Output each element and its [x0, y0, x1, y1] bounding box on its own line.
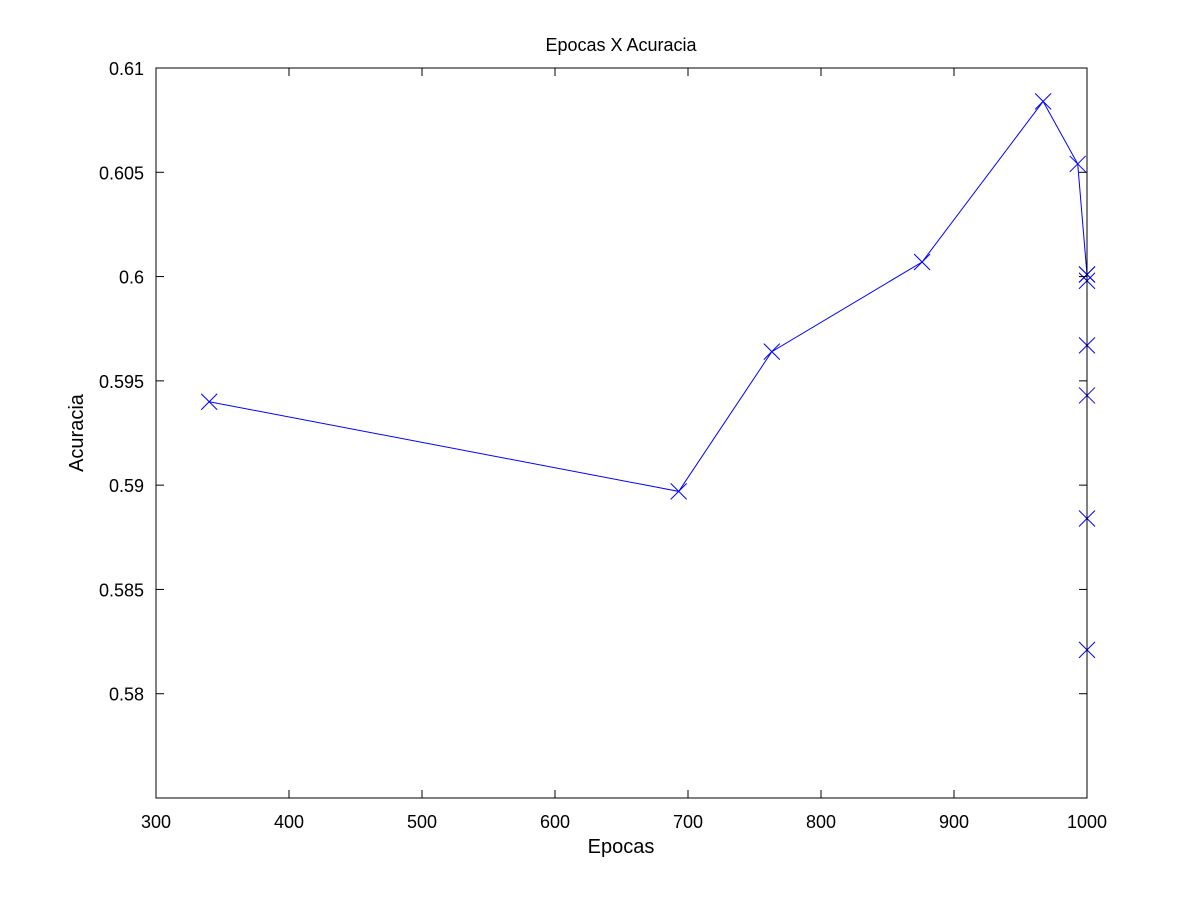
x-axis-label: Epocas — [588, 836, 655, 858]
data-point — [1069, 155, 1087, 173]
data-point — [913, 253, 931, 271]
chart-title: Epocas X Acuracia — [545, 35, 697, 55]
data-point — [1034, 93, 1052, 110]
y-tick-label: 0.59 — [109, 476, 144, 496]
data-point — [763, 343, 781, 361]
y-tick-label: 0.6 — [119, 268, 144, 288]
plot-area — [156, 68, 1087, 798]
x-tick-label: 1000 — [1067, 812, 1107, 832]
data-point — [670, 483, 688, 500]
y-tick-label: 0.585 — [99, 580, 144, 600]
x-tick-label: 300 — [141, 812, 171, 832]
y-axis-label: Acuracia — [66, 393, 88, 472]
y-tick-label: 0.595 — [99, 372, 144, 392]
y-tick-label: 0.61 — [109, 59, 144, 79]
y-tick-label: 0.605 — [99, 163, 144, 183]
data-point — [200, 393, 218, 411]
axes-box — [155, 67, 1088, 799]
x-tick-label: 900 — [939, 812, 969, 832]
x-tick-label: 600 — [540, 812, 570, 832]
y-tick-label: 0.58 — [109, 685, 144, 705]
x-tick-label: 500 — [407, 812, 437, 832]
x-tick-label: 700 — [673, 812, 703, 832]
x-tick-label: 400 — [274, 812, 304, 832]
x-tick-label: 800 — [806, 812, 836, 832]
axes-layer: 300 400 500 600 700 800 900 1000 0.58 0.585 0.59 0.… — [99, 59, 1107, 832]
